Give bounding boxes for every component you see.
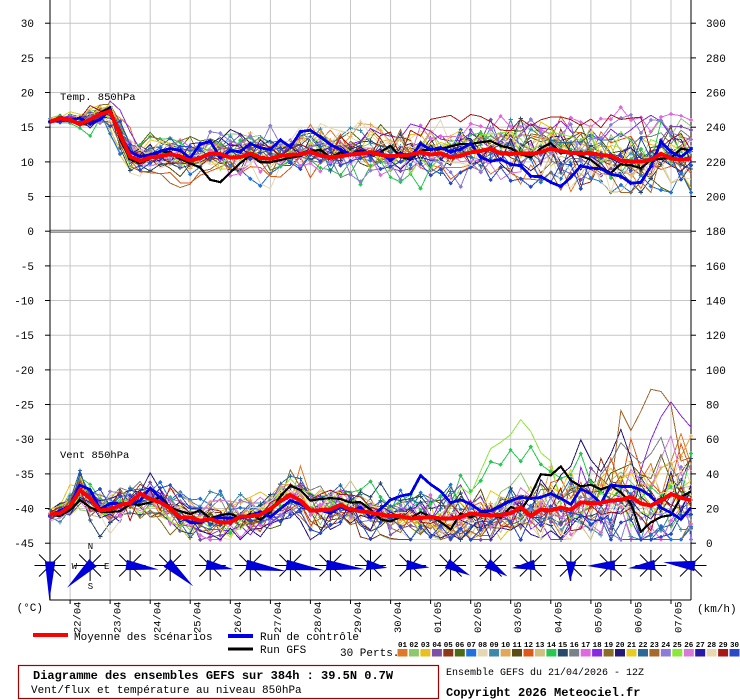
svg-text:Run de contrôle: Run de contrôle [260, 632, 359, 644]
svg-text:S: S [88, 582, 93, 592]
svg-text:25/04: 25/04 [193, 602, 205, 634]
svg-text:04: 04 [432, 642, 442, 650]
svg-text:160: 160 [706, 262, 726, 274]
svg-text:01/05: 01/05 [433, 602, 445, 634]
svg-text:30: 30 [730, 642, 740, 650]
svg-text:18: 18 [593, 642, 603, 650]
svg-text:10: 10 [501, 642, 511, 650]
svg-text:80: 80 [706, 401, 719, 413]
svg-text:-30: -30 [14, 435, 34, 447]
svg-text:30/04: 30/04 [393, 602, 405, 634]
svg-text:(km/h): (km/h) [697, 604, 737, 616]
svg-text:40: 40 [706, 470, 719, 482]
svg-text:20: 20 [615, 642, 625, 650]
svg-text:28: 28 [707, 642, 717, 650]
svg-text:Diagramme des ensembles GEFS s: Diagramme des ensembles GEFS sur 384h : … [33, 669, 394, 683]
svg-text:05/05: 05/05 [593, 602, 605, 634]
svg-text:120: 120 [706, 331, 726, 343]
svg-text:19: 19 [604, 642, 614, 650]
svg-text:06/05: 06/05 [633, 602, 645, 634]
svg-text:20: 20 [21, 89, 34, 101]
svg-text:05: 05 [444, 642, 454, 650]
svg-text:240: 240 [706, 123, 726, 135]
svg-text:13: 13 [535, 642, 545, 650]
svg-text:11: 11 [512, 642, 522, 650]
svg-text:200: 200 [706, 193, 726, 205]
svg-text:-40: -40 [14, 505, 34, 517]
svg-text:09: 09 [490, 642, 500, 650]
svg-text:280: 280 [706, 54, 726, 66]
svg-text:30 Perts.: 30 Perts. [340, 648, 399, 660]
svg-text:Temp. 850hPa: Temp. 850hPa [60, 92, 136, 104]
svg-text:25: 25 [21, 54, 34, 66]
svg-text:23: 23 [650, 642, 660, 650]
svg-text:29/04: 29/04 [353, 602, 365, 634]
svg-text:02: 02 [409, 642, 419, 650]
svg-text:21: 21 [627, 642, 637, 650]
svg-text:14: 14 [547, 642, 557, 650]
svg-text:Run GFS: Run GFS [260, 645, 307, 657]
svg-text:(°C): (°C) [17, 603, 43, 615]
svg-text:5: 5 [27, 193, 34, 205]
svg-text:Vent 850hPa: Vent 850hPa [60, 450, 129, 462]
svg-text:29: 29 [719, 642, 729, 650]
svg-text:300: 300 [706, 19, 726, 31]
svg-text:E: E [104, 562, 109, 572]
svg-text:140: 140 [706, 297, 726, 309]
svg-text:22: 22 [638, 642, 648, 650]
svg-text:260: 260 [706, 89, 726, 101]
svg-text:Copyright 2026 Meteociel.fr: Copyright 2026 Meteociel.fr [446, 686, 640, 700]
svg-text:N: N [88, 542, 93, 552]
svg-text:W: W [72, 562, 78, 572]
svg-text:20: 20 [706, 505, 719, 517]
svg-text:26: 26 [684, 642, 694, 650]
svg-text:24: 24 [661, 642, 671, 650]
svg-text:08: 08 [478, 642, 488, 650]
svg-text:03: 03 [421, 642, 431, 650]
svg-text:27: 27 [696, 642, 705, 650]
svg-text:15: 15 [558, 642, 568, 650]
svg-text:60: 60 [706, 435, 719, 447]
svg-text:28/04: 28/04 [313, 602, 325, 634]
svg-text:10: 10 [21, 158, 34, 170]
svg-text:07: 07 [467, 642, 476, 650]
svg-text:23/04: 23/04 [113, 602, 125, 634]
svg-text:-25: -25 [14, 401, 34, 413]
svg-text:Vent/flux et température au ni: Vent/flux et température au niveau 850hP… [31, 685, 302, 697]
svg-text:220: 220 [706, 158, 726, 170]
svg-text:Moyenne des scénarios: Moyenne des scénarios [74, 632, 213, 644]
svg-text:16: 16 [570, 642, 580, 650]
svg-text:03/05: 03/05 [513, 602, 525, 634]
svg-text:01: 01 [398, 642, 408, 650]
svg-text:26/04: 26/04 [233, 602, 245, 634]
svg-text:15: 15 [21, 123, 34, 135]
svg-text:12: 12 [524, 642, 534, 650]
svg-text:Ensemble GEFS du 21/04/2026 -: Ensemble GEFS du 21/04/2026 - 12Z [446, 667, 644, 679]
svg-text:30: 30 [21, 19, 34, 31]
svg-text:-35: -35 [14, 470, 34, 482]
svg-text:100: 100 [706, 366, 726, 378]
svg-text:-15: -15 [14, 331, 34, 343]
svg-text:07/05: 07/05 [674, 602, 686, 634]
svg-text:04/05: 04/05 [553, 602, 565, 634]
svg-text:06: 06 [455, 642, 465, 650]
svg-text:0: 0 [27, 227, 34, 239]
svg-text:-5: -5 [21, 262, 34, 274]
svg-text:25: 25 [673, 642, 683, 650]
svg-text:02/05: 02/05 [473, 602, 485, 634]
svg-text:22/04: 22/04 [73, 602, 85, 634]
svg-text:-45: -45 [14, 539, 34, 551]
svg-text:180: 180 [706, 227, 726, 239]
svg-text:17: 17 [581, 642, 590, 650]
svg-text:27/04: 27/04 [273, 602, 285, 634]
svg-text:-10: -10 [14, 297, 34, 309]
svg-text:-20: -20 [14, 366, 34, 378]
svg-text:0: 0 [706, 539, 713, 551]
svg-text:24/04: 24/04 [153, 602, 165, 634]
